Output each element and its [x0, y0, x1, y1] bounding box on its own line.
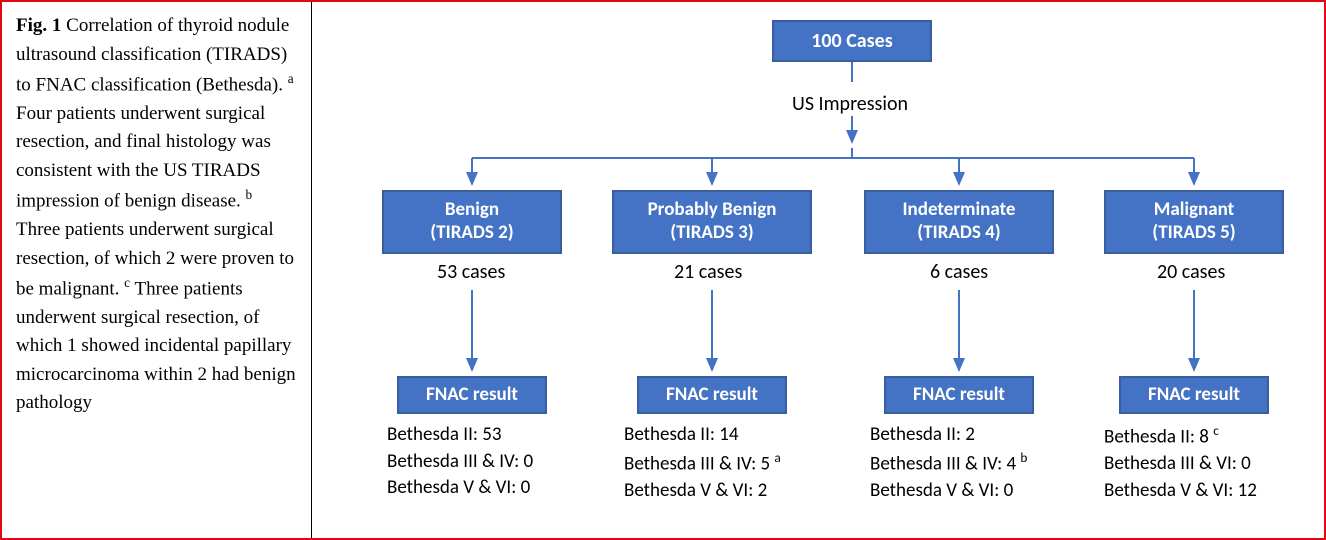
- figure-label: Fig. 1: [16, 15, 61, 36]
- count-label-2: 6 cases: [930, 260, 988, 284]
- tirads-node-3: Malignant(TIRADS 5): [1104, 190, 1284, 254]
- flowchart: 100 Cases US Impression Benign(TIRADS 2) 53…: [312, 2, 1324, 538]
- footnote-a: Four patients underwent surgical resecti…: [16, 103, 271, 212]
- count-label-0: 53 cases: [437, 260, 505, 284]
- tirads-node-0: Benign(TIRADS 2): [382, 190, 562, 254]
- us-impression-label: US Impression: [792, 92, 908, 116]
- fnac-node-0: FNAC result: [397, 376, 547, 414]
- figure-caption: Fig. 1 Correlation of thyroid nodule ult…: [2, 2, 312, 538]
- count-label-3: 20 cases: [1157, 260, 1225, 284]
- fnac-node-2: FNAC result: [884, 376, 1034, 414]
- fnac-node-1: FNAC result: [637, 376, 787, 414]
- footnote-b-marker: b: [246, 187, 253, 202]
- root-node: 100 Cases: [772, 20, 932, 62]
- footnote-c-marker: c: [124, 275, 130, 290]
- figure-frame: Fig. 1 Correlation of thyroid nodule ult…: [0, 0, 1326, 540]
- fnac-node-3: FNAC result: [1119, 376, 1269, 414]
- results-block-0: Bethesda II: 53Bethesda III & IV: 0Bethe…: [387, 422, 533, 502]
- tirads-node-2: Indeterminate(TIRADS 4): [864, 190, 1054, 254]
- tirads-node-1: Probably Benign(TIRADS 3): [612, 190, 812, 254]
- results-block-1: Bethesda II: 14Bethesda III & IV: 5 aBet…: [624, 422, 781, 504]
- count-label-1: 21 cases: [674, 260, 742, 284]
- results-block-2: Bethesda II: 2Bethesda III & IV: 4 bBeth…: [870, 422, 1027, 504]
- results-block-3: Bethesda II: 8 cBethesda III & VI: 0Beth…: [1104, 422, 1257, 504]
- footnote-a-marker: a: [288, 71, 294, 86]
